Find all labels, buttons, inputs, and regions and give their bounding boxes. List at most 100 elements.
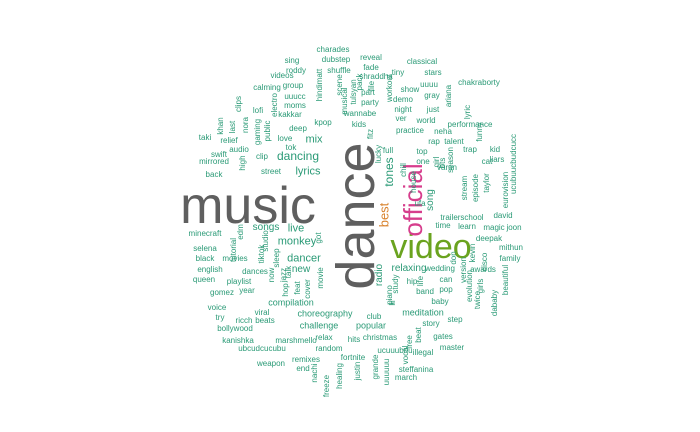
word-neha: neha: [434, 127, 452, 136]
word-step: step: [447, 315, 463, 324]
word-pack: pack: [355, 73, 364, 91]
word-mithun: mithun: [498, 243, 524, 252]
word-kanishka: kanishka: [222, 336, 254, 345]
word-band: band: [416, 287, 434, 296]
word-talent: talent: [444, 137, 464, 146]
word-hop: hop: [281, 283, 290, 297]
word-fortnite: fortnite: [340, 353, 366, 362]
word-black: black: [195, 254, 215, 263]
word-queen: queen: [192, 275, 216, 284]
word-musical: musical: [340, 87, 349, 115]
word-mix: mix: [305, 133, 323, 146]
word-family: family: [499, 254, 521, 263]
word-dances: dances: [242, 267, 268, 276]
word-chakraborty: chakraborty: [458, 78, 500, 87]
word-end: end: [296, 364, 310, 373]
word-uuuu: uuuu: [420, 80, 438, 89]
word-freeze: freeze: [322, 374, 331, 398]
word-viral: viral: [254, 308, 270, 317]
word-sing: sing: [284, 56, 300, 65]
word-weapon: weapon: [256, 359, 286, 368]
word-love: love: [277, 134, 293, 143]
word-tiktok: tiktok: [257, 244, 266, 264]
word-ucubuucbudcucc: ucubuucbudcucc: [509, 133, 518, 195]
word-gates: gates: [433, 332, 453, 341]
word-wannabe: wannabe: [343, 109, 377, 118]
word-march: march: [394, 373, 418, 382]
word-uuucc: uuucc: [284, 92, 306, 101]
word-time: time: [435, 221, 451, 230]
word-vocal: vocal: [401, 345, 410, 365]
word-ver: ver: [395, 114, 407, 123]
word-movies: movies: [222, 254, 248, 263]
word-kids: kids: [351, 120, 367, 129]
word-live: live: [287, 222, 305, 235]
word-top: top: [416, 147, 428, 156]
word-edm: edm: [236, 224, 245, 240]
word-reveal: reveal: [360, 53, 382, 62]
word-bts: bts: [438, 157, 447, 169]
word-roddy: roddy: [285, 66, 307, 75]
word-relaxing: relaxing: [391, 263, 427, 274]
word-calming: calming: [253, 83, 281, 92]
word-hits: hits: [347, 335, 361, 344]
word-feat: feat: [293, 281, 302, 295]
word-shraddha: shraddha: [359, 72, 393, 81]
word-liars: liars: [489, 155, 505, 164]
word-kakkar: kakkar: [278, 110, 302, 119]
word-just: just: [426, 105, 440, 114]
word-part: part: [361, 88, 375, 97]
word-joon: joon: [506, 223, 522, 232]
word-kpop: kpop: [314, 118, 332, 127]
word-marshmello: marshmello: [275, 336, 317, 345]
word-mirrored: mirrored: [199, 157, 229, 166]
word-group: group: [282, 81, 304, 90]
word-one: one: [416, 157, 430, 166]
word-deep: deep: [289, 124, 307, 133]
word-awards: awards: [470, 265, 496, 274]
word-back: back: [205, 170, 223, 179]
word-meditation: meditation: [402, 307, 444, 318]
word-year: year: [239, 286, 255, 295]
word-got: got: [314, 232, 323, 244]
word-grande: grande: [371, 354, 380, 380]
word-relax: relax: [315, 333, 333, 342]
word-magic: magic: [483, 223, 505, 232]
word-practice: practice: [395, 126, 425, 135]
word-house: house: [409, 171, 418, 193]
word-high: high: [238, 155, 247, 171]
word-study: study: [391, 274, 400, 294]
word-eurovision: eurovision: [501, 171, 510, 209]
word-radio: radio: [374, 263, 385, 287]
word-compilation: compilation: [268, 297, 314, 308]
word-trap: trap: [463, 145, 477, 154]
word-learn: learn: [458, 222, 476, 231]
word-wedding: wedding: [425, 264, 455, 273]
word-world: world: [416, 116, 436, 125]
word-charades: charades: [316, 45, 350, 54]
word-bollywood: bollywood: [217, 324, 253, 333]
word-fitz: fitz: [366, 128, 375, 140]
word-selena: selena: [193, 244, 217, 253]
word-video: video: [390, 228, 472, 266]
word-christmas: christmas: [362, 333, 398, 342]
word-life: life: [416, 275, 425, 287]
word-justin: justin: [353, 361, 362, 381]
word-demo: demo: [392, 95, 414, 104]
word-electro: electro: [270, 92, 279, 118]
word-varun: varun: [436, 163, 458, 172]
word-music: music: [180, 177, 316, 235]
word-ricch: ricch: [235, 316, 253, 325]
word-lyrics: lyrics: [295, 165, 321, 178]
word-rap: rap: [428, 137, 440, 146]
word-now: now: [267, 267, 276, 283]
word-chill: chill: [399, 163, 408, 177]
word-ubcudcucubu: ubcudcucubu: [238, 344, 286, 353]
word-workout: workout: [385, 73, 394, 103]
word-baby: baby: [431, 297, 449, 306]
word-street: street: [260, 167, 282, 176]
word-ariana: ariana: [444, 84, 453, 108]
word-steffanina: steffanina: [398, 365, 434, 374]
word-pop: pop: [439, 285, 453, 294]
